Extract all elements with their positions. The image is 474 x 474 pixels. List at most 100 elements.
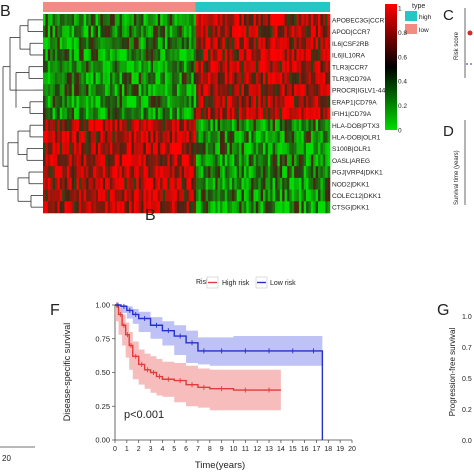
- heatmap-cell: [184, 131, 187, 144]
- heatmap-cell: [236, 14, 240, 27]
- heatmap-cell: [107, 84, 111, 97]
- heatmap-cell: [203, 14, 206, 27]
- heatmap-cell: [270, 25, 273, 38]
- heatmap-cell: [306, 60, 309, 73]
- heatmap-cell: [274, 201, 278, 214]
- heatmap-cell: [83, 154, 87, 167]
- heatmap-cell: [112, 119, 116, 132]
- heatmap-cell: [167, 25, 171, 38]
- heatmap-cell: [88, 25, 92, 38]
- heatmap-cell: [184, 25, 187, 38]
- heatmap-cell: [126, 119, 130, 132]
- heatmap-cell: [286, 189, 290, 202]
- heatmap-cell: [81, 201, 84, 214]
- heatmap-cell: [145, 72, 149, 85]
- km-x-tick-label: 2: [137, 446, 141, 453]
- heatmap-cell: [129, 201, 132, 214]
- heatmap-cell: [86, 25, 89, 38]
- heatmap-cell: [148, 189, 151, 202]
- heatmap-cell: [200, 14, 204, 27]
- heatmap-cell: [208, 131, 211, 144]
- heatmap-cell: [81, 177, 84, 190]
- heatmap-cell: [229, 14, 233, 27]
- heatmap-cell: [179, 107, 183, 120]
- heatmap-cell: [301, 49, 304, 62]
- heatmap-cell: [320, 119, 324, 132]
- heatmap-cell: [186, 25, 190, 38]
- heatmap-cell: [234, 14, 238, 27]
- heatmap-cell: [308, 72, 312, 85]
- heatmap-cell: [291, 201, 295, 214]
- heatmap-cell: [313, 177, 316, 190]
- heatmap-cell: [52, 131, 56, 144]
- heatmap-cell: [215, 177, 218, 190]
- heatmap-cell: [255, 177, 259, 190]
- heatmap-cell: [219, 131, 223, 144]
- heatmap-cell: [270, 201, 273, 214]
- heatmap-cell: [174, 49, 178, 62]
- heatmap-cell: [126, 49, 130, 62]
- heatmap-cell: [234, 60, 238, 73]
- heatmap-cell: [253, 72, 257, 85]
- heatmap-cell: [222, 60, 226, 73]
- heatmap-cell: [188, 72, 192, 85]
- heatmap-cell: [215, 166, 218, 179]
- heatmap-cell: [308, 107, 312, 120]
- heatmap-cell: [272, 166, 276, 179]
- heatmap-cell: [102, 107, 106, 120]
- heatmap-cell: [186, 49, 190, 62]
- heatmap-cell: [227, 60, 230, 73]
- heatmap-cell: [164, 37, 168, 50]
- heatmap-cell: [318, 60, 321, 73]
- heatmap-cell: [286, 25, 290, 38]
- heatmap-cell: [78, 60, 82, 73]
- heatmap-cell: [289, 95, 293, 108]
- heatmap-cell: [59, 119, 63, 132]
- heatmap-cell: [69, 95, 72, 108]
- heatmap-cell: [62, 72, 65, 85]
- heatmap-cell: [141, 25, 144, 38]
- heatmap-cell: [59, 166, 63, 179]
- heatmap-cell: [148, 25, 151, 38]
- heatmap-cell: [90, 166, 94, 179]
- heatmap-cell: [286, 95, 290, 108]
- heatmap-cell: [64, 201, 68, 214]
- heatmap-cell: [196, 189, 199, 202]
- heatmap-cell: [114, 107, 118, 120]
- heatmap-cell: [133, 60, 137, 73]
- heatmap-cell: [114, 177, 118, 190]
- heatmap-cell: [208, 107, 211, 120]
- heatmap-row-label: S100B|OLR1: [332, 146, 371, 153]
- heatmap-cell: [248, 60, 252, 73]
- heatmap-cell: [236, 131, 240, 144]
- heatmap-cell: [198, 95, 202, 108]
- heatmap-cell: [205, 72, 209, 85]
- heatmap-cell: [112, 14, 116, 27]
- heatmap-cell: [172, 131, 175, 144]
- heatmap-cell: [222, 119, 226, 132]
- heatmap-cell: [47, 84, 51, 97]
- heatmap-cell: [138, 25, 142, 38]
- heatmap-cell: [203, 119, 206, 132]
- heatmap-cell: [124, 95, 128, 108]
- heatmap-cell: [133, 107, 137, 120]
- heatmap-cell: [138, 72, 142, 85]
- heatmap-cell: [121, 166, 125, 179]
- heatmap-cell: [109, 177, 113, 190]
- heatmap-cell: [167, 131, 171, 144]
- heatmap-cell: [105, 37, 108, 50]
- heatmap-cell: [198, 142, 202, 155]
- heatmap-cell: [143, 84, 147, 97]
- heatmap-cell: [310, 201, 314, 214]
- heatmap-cell: [251, 72, 254, 85]
- heatmap-cell: [95, 25, 99, 38]
- heatmap-cell: [184, 142, 187, 155]
- heatmap-cell: [141, 49, 144, 62]
- heatmap-cell: [282, 154, 285, 167]
- heatmap-cell: [62, 201, 65, 214]
- heatmap-cell: [179, 142, 183, 155]
- heatmap-cell: [57, 142, 61, 155]
- heatmap-cell: [129, 84, 132, 97]
- heatmap-cell: [303, 154, 307, 167]
- heatmap-cell: [296, 131, 300, 144]
